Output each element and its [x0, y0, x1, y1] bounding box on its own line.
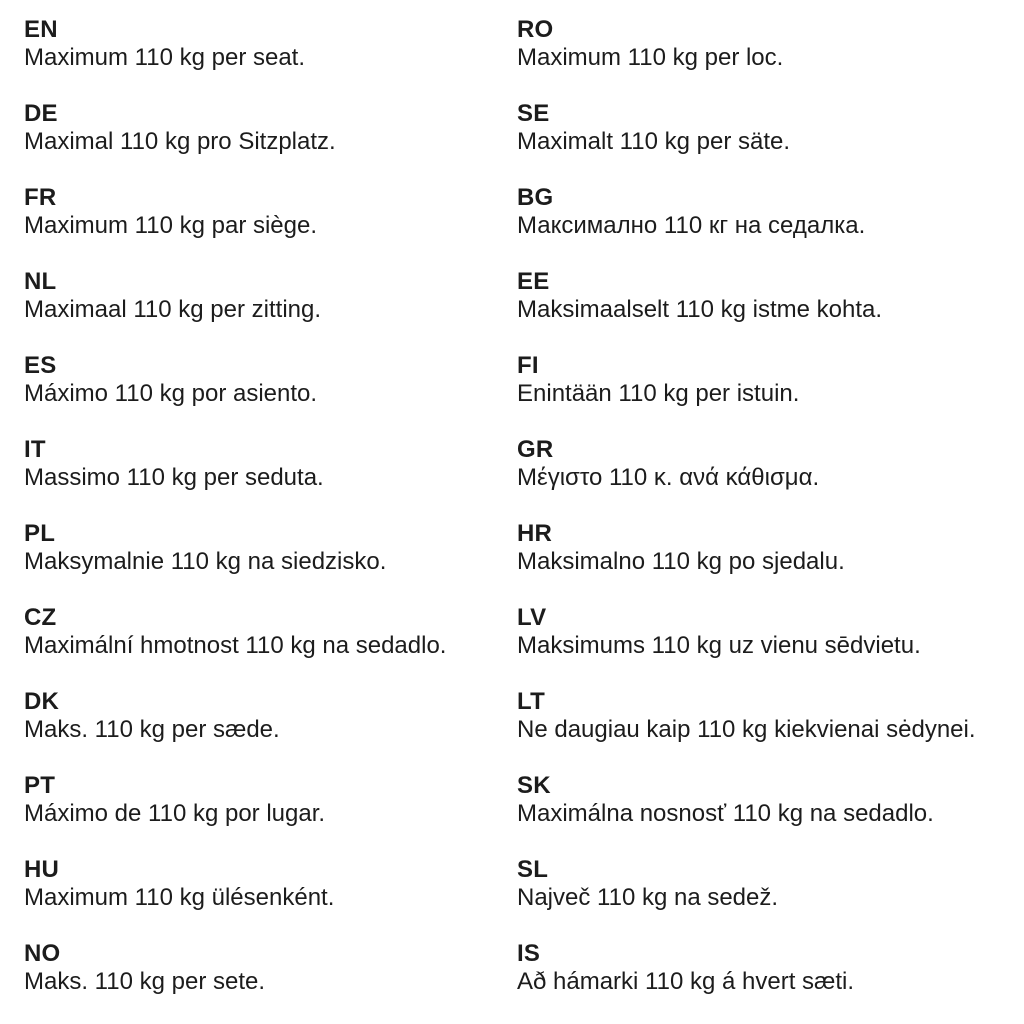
language-code: BG [517, 184, 554, 211]
language-entry-pl: PL Maksymalnie 110 kg na siedzisko. [24, 520, 517, 576]
language-code: LT [517, 688, 545, 715]
translation-text: Máximo de 110 kg por lugar. [24, 800, 326, 827]
language-entry-is: IS Að hámarki 110 kg á hvert sæti. [517, 940, 1014, 996]
language-code: SL [517, 856, 549, 883]
language-code: SK [517, 772, 551, 799]
language-entry-pt: PT Máximo de 110 kg por lugar. [24, 772, 517, 828]
left-column: EN Maximum 110 kg per seat. DE Maximal 1… [24, 16, 517, 996]
translation-text: Μέγιστο 110 κ. ανά κάθισμα. [517, 464, 820, 491]
translation-text: Максимално 110 кг на седалка. [517, 212, 866, 239]
language-entry-hr: HR Maksimalno 110 kg po sjedalu. [517, 520, 1014, 576]
translation-text: Maks. 110 kg per sæde. [24, 716, 280, 743]
language-entry-sl: SL Največ 110 kg na sedež. [517, 856, 1014, 912]
language-code: SE [517, 100, 550, 127]
language-code: RO [517, 16, 554, 43]
translation-text: Maximálna nosnosť 110 kg na sedadlo. [517, 800, 934, 827]
translation-text: Maximum 110 kg per seat. [24, 44, 306, 71]
translation-text: Maximální hmotnost 110 kg na sedadlo. [24, 632, 447, 659]
language-code: IT [24, 436, 46, 463]
language-entry-no: NO Maks. 110 kg per sete. [24, 940, 517, 996]
language-entry-es: ES Máximo 110 kg por asiento. [24, 352, 517, 408]
language-code: CZ [24, 604, 57, 631]
translation-text: Að hámarki 110 kg á hvert sæti. [517, 968, 855, 995]
translation-text: Maximum 110 kg per loc. [517, 44, 784, 71]
language-entry-gr: GR Μέγιστο 110 κ. ανά κάθισμα. [517, 436, 1014, 492]
language-code: GR [517, 436, 554, 463]
translation-text: Maximum 110 kg par siège. [24, 212, 318, 239]
translation-text: Maksimums 110 kg uz vienu sēdvietu. [517, 632, 921, 659]
language-code: HU [24, 856, 60, 883]
translation-text: Maximal 110 kg pro Sitzplatz. [24, 128, 336, 155]
language-code: LV [517, 604, 547, 631]
translation-text: Maksymalnie 110 kg na siedzisko. [24, 548, 387, 575]
language-entry-bg: BG Максимално 110 кг на седалка. [517, 184, 1014, 240]
language-code: FI [517, 352, 539, 379]
language-entry-it: IT Massimo 110 kg per seduta. [24, 436, 517, 492]
language-code: PL [24, 520, 56, 547]
language-entry-se: SE Maximalt 110 kg per säte. [517, 100, 1014, 156]
translation-text: Maximum 110 kg ülésenként. [24, 884, 335, 911]
language-entry-nl: NL Maximaal 110 kg per zitting. [24, 268, 517, 324]
language-entry-fi: FI Enintään 110 kg per istuin. [517, 352, 1014, 408]
language-entry-ro: RO Maximum 110 kg per loc. [517, 16, 1014, 72]
language-code: PT [24, 772, 56, 799]
language-entry-lv: LV Maksimums 110 kg uz vienu sēdvietu. [517, 604, 1014, 660]
language-code: DE [24, 100, 58, 127]
translation-text: Máximo 110 kg por asiento. [24, 380, 318, 407]
translation-text: Massimo 110 kg per seduta. [24, 464, 324, 491]
language-entry-ee: EE Maksimaalselt 110 kg istme kohta. [517, 268, 1014, 324]
language-code: ES [24, 352, 57, 379]
language-code: FR [24, 184, 57, 211]
language-entry-hu: HU Maximum 110 kg ülésenként. [24, 856, 517, 912]
language-entry-sk: SK Maximálna nosnosť 110 kg na sedadlo. [517, 772, 1014, 828]
translation-text: Ne daugiau kaip 110 kg kiekvienai sėdyne… [517, 716, 976, 743]
language-entry-dk: DK Maks. 110 kg per sæde. [24, 688, 517, 744]
language-code: NL [24, 268, 57, 295]
language-entry-fr: FR Maximum 110 kg par siège. [24, 184, 517, 240]
language-code: IS [517, 940, 541, 967]
translation-text: Največ 110 kg na sedež. [517, 884, 779, 911]
translation-text: Maksimalno 110 kg po sjedalu. [517, 548, 845, 575]
language-code: NO [24, 940, 61, 967]
language-entry-de: DE Maximal 110 kg pro Sitzplatz. [24, 100, 517, 156]
translation-text: Enintään 110 kg per istuin. [517, 380, 800, 407]
translation-text: Maksimaalselt 110 kg istme kohta. [517, 296, 883, 323]
translation-text: Maximalt 110 kg per säte. [517, 128, 791, 155]
language-entry-cz: CZ Maximální hmotnost 110 kg na sedadlo. [24, 604, 517, 660]
language-code: EE [517, 268, 550, 295]
translation-text: Maximaal 110 kg per zitting. [24, 296, 322, 323]
right-column: RO Maximum 110 kg per loc. SE Maximalt 1… [517, 16, 1014, 996]
language-code: DK [24, 688, 60, 715]
language-entry-lt: LT Ne daugiau kaip 110 kg kiekvienai sėd… [517, 688, 1014, 744]
translation-text: Maks. 110 kg per sete. [24, 968, 266, 995]
language-code: HR [517, 520, 553, 547]
language-entry-en: EN Maximum 110 kg per seat. [24, 16, 517, 72]
language-code: EN [24, 16, 58, 43]
